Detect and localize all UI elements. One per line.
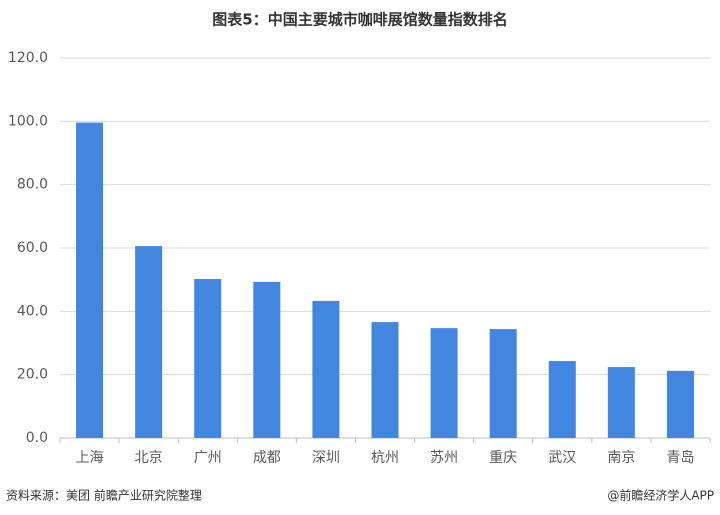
x-tick-label: 成都 xyxy=(253,450,281,466)
x-tick-label: 北京 xyxy=(135,450,163,466)
y-tick-label: 20.0 xyxy=(17,367,48,383)
x-tick-label: 杭州 xyxy=(371,450,399,466)
bar xyxy=(253,281,281,438)
bar xyxy=(135,246,163,438)
bar xyxy=(194,279,222,438)
x-tick-label: 广州 xyxy=(194,450,222,466)
y-tick-label: 60.0 xyxy=(17,240,48,256)
bar xyxy=(312,300,340,438)
bar xyxy=(371,322,399,438)
credit: @前瞻经济学人APP xyxy=(607,488,714,503)
x-tick-label: 青岛 xyxy=(666,450,694,466)
x-tick-label: 武汉 xyxy=(548,450,576,466)
source-note: 资料来源：美团 前瞻产业研究院整理 xyxy=(6,488,202,503)
x-tick-label: 重庆 xyxy=(489,450,517,466)
bar xyxy=(548,361,576,438)
x-tick-label: 深圳 xyxy=(312,450,340,466)
bar xyxy=(430,328,458,438)
y-tick-label: 100.0 xyxy=(8,113,48,129)
x-tick-label: 上海 xyxy=(76,450,104,466)
bar xyxy=(76,122,104,438)
bar xyxy=(607,367,635,438)
y-tick-label: 0.0 xyxy=(26,430,48,446)
y-tick-label: 120.0 xyxy=(8,50,48,66)
x-tick-label: 南京 xyxy=(607,450,635,466)
bar xyxy=(666,370,694,438)
x-tick-label: 苏州 xyxy=(430,450,458,466)
y-tick-label: 40.0 xyxy=(17,303,48,319)
bar xyxy=(489,329,517,438)
y-tick-label: 80.0 xyxy=(17,177,48,193)
chart-title: 图表5：中国主要城市咖啡展馆数量指数排名 xyxy=(212,11,507,29)
